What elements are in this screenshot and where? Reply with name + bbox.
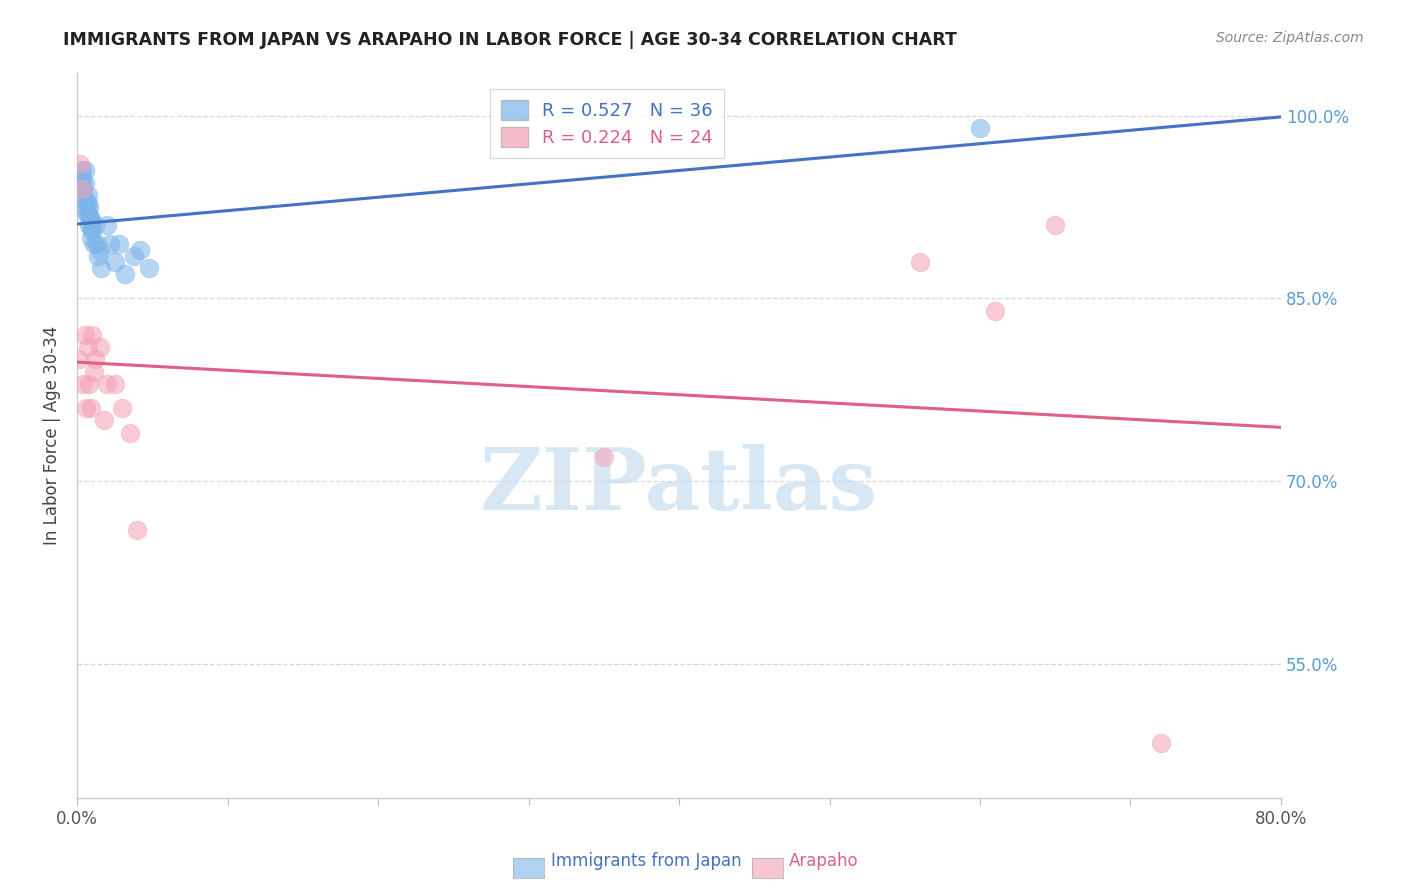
Point xyxy=(969,120,991,135)
Point xyxy=(984,303,1007,318)
Text: Immigrants from Japan: Immigrants from Japan xyxy=(551,852,742,870)
Point xyxy=(127,523,149,537)
Point xyxy=(592,450,614,464)
Y-axis label: In Labor Force | Age 30-34: In Labor Force | Age 30-34 xyxy=(44,326,60,545)
Point xyxy=(76,340,98,354)
Point xyxy=(70,182,93,196)
Point xyxy=(73,328,96,343)
Point xyxy=(70,176,93,190)
Point xyxy=(90,260,112,275)
Point xyxy=(98,236,121,251)
Point xyxy=(70,169,93,184)
Point xyxy=(83,365,105,379)
Point xyxy=(77,376,100,391)
Point xyxy=(82,328,104,343)
Point xyxy=(67,352,90,367)
Point xyxy=(96,376,118,391)
Point xyxy=(72,187,94,202)
Point xyxy=(70,163,93,178)
Point xyxy=(89,243,111,257)
Point xyxy=(73,163,96,178)
Legend: R = 0.527   N = 36, R = 0.224   N = 24: R = 0.527 N = 36, R = 0.224 N = 24 xyxy=(489,89,724,158)
Point xyxy=(79,230,101,244)
Point xyxy=(77,209,100,223)
Point xyxy=(77,200,100,214)
Point xyxy=(1045,219,1067,233)
Point xyxy=(75,194,97,208)
Point xyxy=(79,401,101,416)
Point xyxy=(75,200,97,214)
Point xyxy=(89,340,111,354)
Point xyxy=(104,255,127,269)
Point xyxy=(104,376,127,391)
Point xyxy=(75,206,97,220)
Point xyxy=(908,255,931,269)
Point xyxy=(129,243,152,257)
Text: Source: ZipAtlas.com: Source: ZipAtlas.com xyxy=(1216,31,1364,45)
Point xyxy=(73,176,96,190)
Point xyxy=(76,196,98,211)
Point xyxy=(111,401,134,416)
Point xyxy=(96,219,118,233)
Text: ZIPatlas: ZIPatlas xyxy=(479,444,877,528)
Point xyxy=(118,425,141,440)
Point xyxy=(72,376,94,391)
Point xyxy=(77,219,100,233)
Point xyxy=(82,216,104,230)
Point xyxy=(69,157,91,171)
Point xyxy=(79,220,101,235)
Point xyxy=(114,267,136,281)
Point xyxy=(76,187,98,202)
Point xyxy=(79,212,101,227)
Point xyxy=(83,236,105,251)
Point xyxy=(108,236,131,251)
Text: IMMIGRANTS FROM JAPAN VS ARAPAHO IN LABOR FORCE | AGE 30-34 CORRELATION CHART: IMMIGRANTS FROM JAPAN VS ARAPAHO IN LABO… xyxy=(63,31,957,49)
Point xyxy=(93,413,115,427)
Point xyxy=(1149,736,1171,750)
Point xyxy=(75,401,97,416)
Point xyxy=(86,236,108,251)
Point xyxy=(82,224,104,238)
Point xyxy=(84,352,107,367)
Point xyxy=(72,182,94,196)
Point xyxy=(138,260,160,275)
Point xyxy=(76,206,98,220)
Point xyxy=(84,219,107,233)
Text: Arapaho: Arapaho xyxy=(789,852,859,870)
Point xyxy=(124,249,146,263)
Point xyxy=(87,249,110,263)
